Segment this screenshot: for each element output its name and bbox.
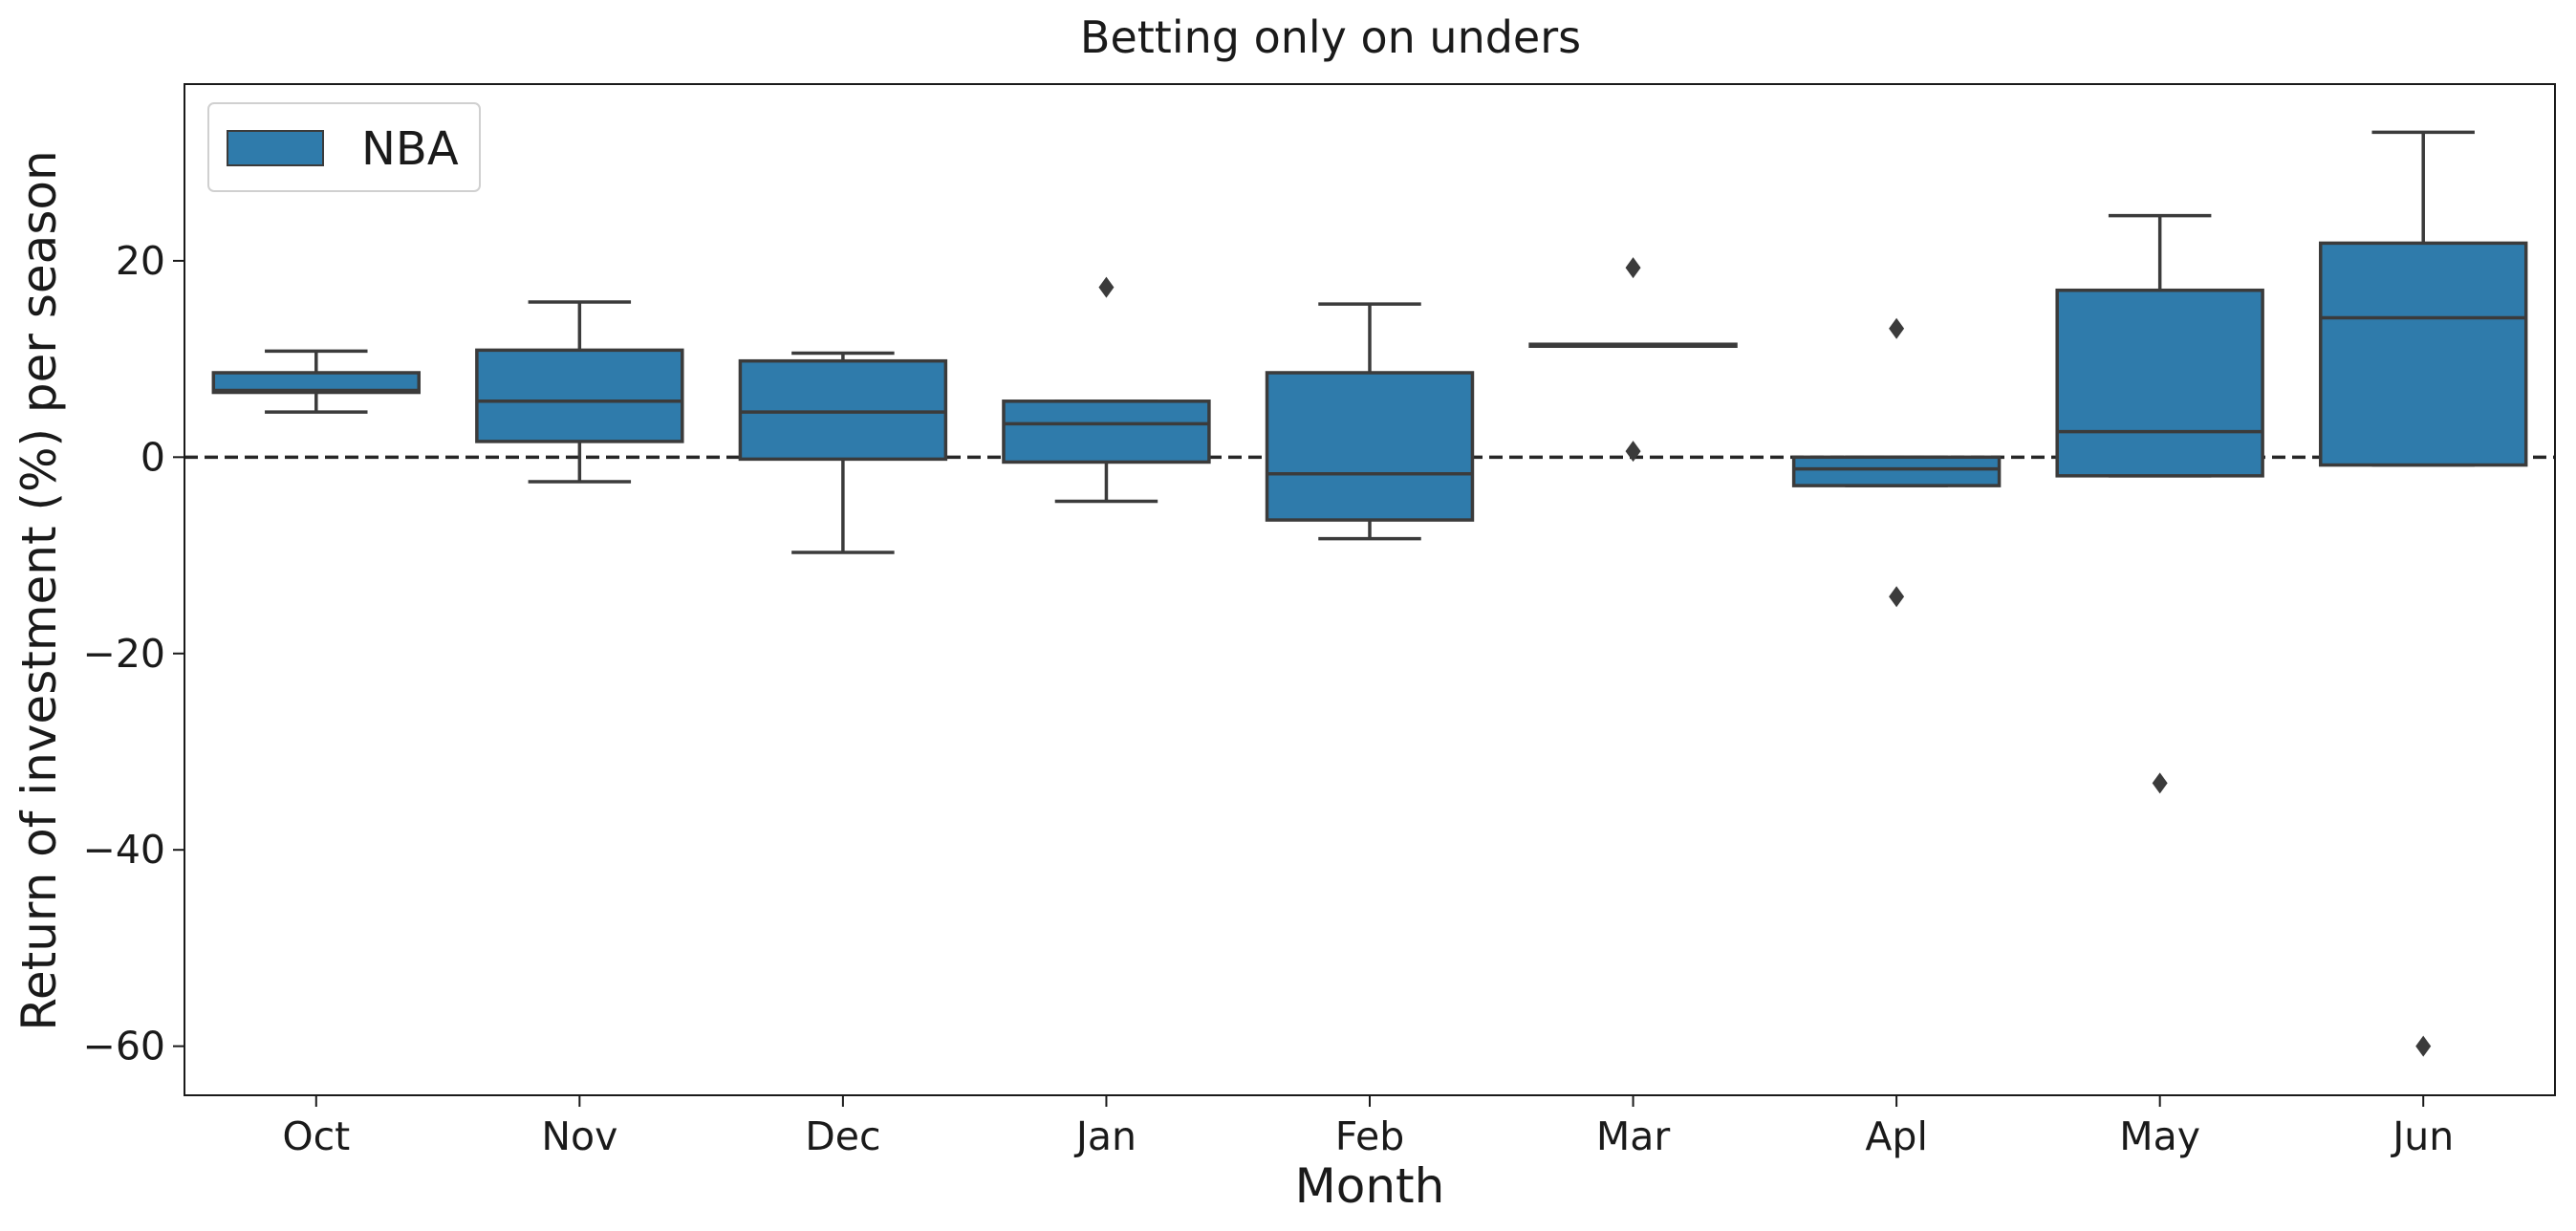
outlier-point	[1098, 276, 1115, 298]
y-tick-label: 0	[141, 434, 165, 480]
x-tick-label: Nov	[541, 1113, 617, 1159]
x-tick-label: Feb	[1335, 1113, 1405, 1159]
y-tick-label: 20	[116, 238, 165, 284]
outlier-point	[1625, 257, 1641, 279]
box-nov	[475, 300, 684, 484]
box-feb	[1265, 302, 1475, 541]
outlier-point	[1889, 586, 1905, 608]
box-body	[2055, 288, 2264, 478]
outlier-point	[2415, 1035, 2432, 1057]
legend-swatch-nba	[227, 130, 324, 166]
x-tick-label: Apl	[1865, 1113, 1927, 1159]
box-body	[211, 371, 421, 395]
outlier-point	[1625, 441, 1641, 463]
box-jun	[2319, 130, 2528, 1057]
box-oct	[211, 349, 421, 414]
box-apl	[1791, 317, 2002, 608]
box-series	[211, 130, 2528, 1057]
x-tick-label: Dec	[805, 1113, 880, 1159]
x-axis-ticks: Oct Nov Dec Jan Feb Mar Apl May Jun	[282, 1095, 2454, 1159]
legend-label-nba: NBA	[361, 122, 459, 176]
box-body	[2319, 241, 2528, 467]
box-body	[1791, 455, 2002, 487]
x-tick-label: Mar	[1596, 1113, 1670, 1159]
outlier-point	[1889, 317, 1905, 339]
box-body	[475, 348, 684, 443]
x-tick-label: May	[2119, 1113, 2200, 1159]
x-tick-label: Jan	[1073, 1113, 1136, 1159]
y-tick-label: −20	[82, 631, 165, 677]
x-axis-label: Month	[1295, 1158, 1445, 1214]
y-axis-label: Return of investment (%) per season	[11, 150, 67, 1030]
outlier-point	[2152, 772, 2168, 794]
box-jan	[1002, 276, 1211, 504]
box-body	[1265, 371, 1475, 522]
y-tick-label: −40	[82, 827, 165, 873]
chart-title: Betting only on unders	[1080, 11, 1581, 63]
plot-frame	[184, 83, 2556, 1096]
legend-frame	[207, 102, 481, 192]
y-axis-ticks: −60 −40 −20 0 20	[82, 238, 184, 1069]
box-dec	[738, 351, 948, 554]
box-mar	[1528, 257, 1738, 463]
box-may	[2055, 213, 2264, 794]
y-tick-label: −60	[82, 1024, 165, 1069]
x-tick-label: Jun	[2390, 1113, 2454, 1159]
x-tick-label: Oct	[282, 1113, 350, 1159]
box-body	[738, 358, 948, 462]
legend: NBA	[207, 102, 481, 192]
box-body	[1002, 400, 1211, 464]
